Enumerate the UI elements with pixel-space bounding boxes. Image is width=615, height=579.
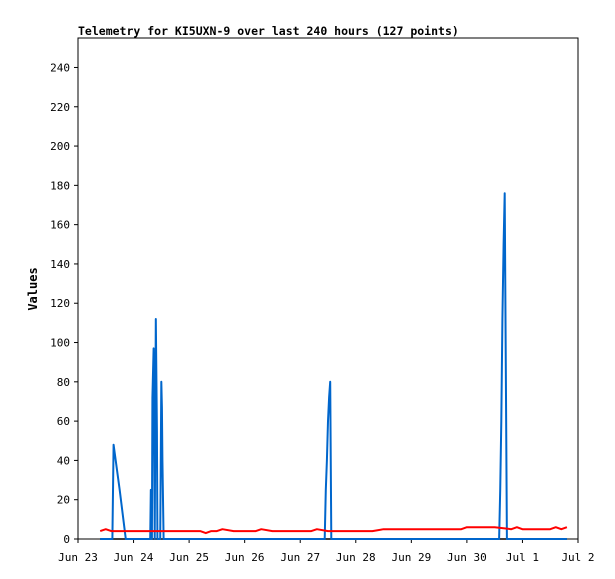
y-tick-label: 80 [57, 376, 70, 389]
y-tick-label: 200 [50, 140, 70, 153]
x-tick-label: Jul 1 [506, 551, 539, 564]
x-tick-label: Jun 30 [447, 551, 487, 564]
x-tick-label: Jun 28 [336, 551, 376, 564]
x-tick-label: Jun 24 [114, 551, 154, 564]
x-tick-label: Jun 29 [391, 551, 431, 564]
y-tick-label: 100 [50, 337, 70, 350]
y-tick-label: 60 [57, 415, 70, 428]
y-tick-label: 180 [50, 179, 70, 192]
y-axis: 0 20 40 60 80 100 120 140 160 180 200 220 240 [50, 61, 78, 546]
y-tick-label: 160 [50, 219, 70, 232]
x-tick-label: Jun 27 [280, 551, 320, 564]
y-tick-label: 140 [50, 258, 70, 271]
x-tick-label: Jun 26 [225, 551, 265, 564]
y-tick-label: 40 [57, 454, 70, 467]
y-tick-label: 0 [63, 533, 70, 546]
y-tick-label: 20 [57, 494, 70, 507]
x-tick-label: Jun 25 [169, 551, 209, 564]
series-line-2 [99, 526, 568, 535]
chart-title: Telemetry for KI5UXN-9 over last 240 hou… [78, 24, 459, 38]
x-tick-label: Jul 2 [561, 551, 594, 564]
x-axis: Jun 23 Jun 24 Jun 25 Jun 26 Jun 27 Jun 28 Jun … [58, 539, 595, 564]
y-tick-label: 120 [50, 297, 70, 310]
y-tick-label: 220 [50, 101, 70, 114]
x-tick-label: Jun 23 [58, 551, 98, 564]
y-axis-label: Values [26, 267, 40, 310]
series-group [99, 192, 568, 540]
y-tick-label: 240 [50, 61, 70, 74]
series-line-1 [100, 192, 567, 540]
